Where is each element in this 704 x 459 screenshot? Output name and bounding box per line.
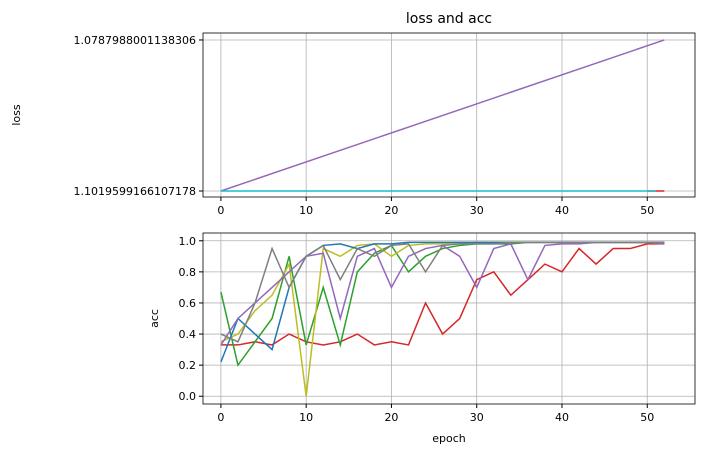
y-tick-label: 0.8 <box>179 266 197 279</box>
y-tick-label: 0.6 <box>179 297 197 310</box>
chart-title: loss and acc <box>406 11 492 27</box>
y-tick-label: 0.0 <box>179 390 197 403</box>
x-tick-label: 0 <box>217 411 224 424</box>
data-line <box>220 39 665 192</box>
y-tick-label: 1.1019599166107178 <box>74 185 196 198</box>
axes-frame <box>202 32 696 198</box>
x-tick-label: 10 <box>299 411 313 424</box>
y-tick-label: 0.2 <box>179 359 197 372</box>
x-tick-label: 10 <box>299 204 313 217</box>
y-tick-label: 1.0 <box>179 235 197 248</box>
x-tick-label: 50 <box>640 411 654 424</box>
data-line <box>220 241 665 397</box>
x-tick-label: 30 <box>470 411 484 424</box>
y-axis-label: loss <box>10 104 23 126</box>
axes-frame <box>202 232 696 405</box>
x-tick-label: 50 <box>640 204 654 217</box>
x-tick-label: 40 <box>555 204 569 217</box>
x-tick-label: 20 <box>384 204 398 217</box>
x-tick-label: 20 <box>384 411 398 424</box>
x-tick-label: 30 <box>470 204 484 217</box>
x-tick-label: 40 <box>555 411 569 424</box>
data-line <box>220 241 665 367</box>
y-tick-label: 1.0787988001138306 <box>74 34 196 47</box>
y-axis-label: acc <box>148 309 161 328</box>
x-axis-label: epoch <box>432 432 466 445</box>
data-line <box>220 241 665 343</box>
data-line <box>220 243 665 346</box>
x-tick-label: 0 <box>217 204 224 217</box>
y-tick-label: 0.4 <box>179 328 197 341</box>
